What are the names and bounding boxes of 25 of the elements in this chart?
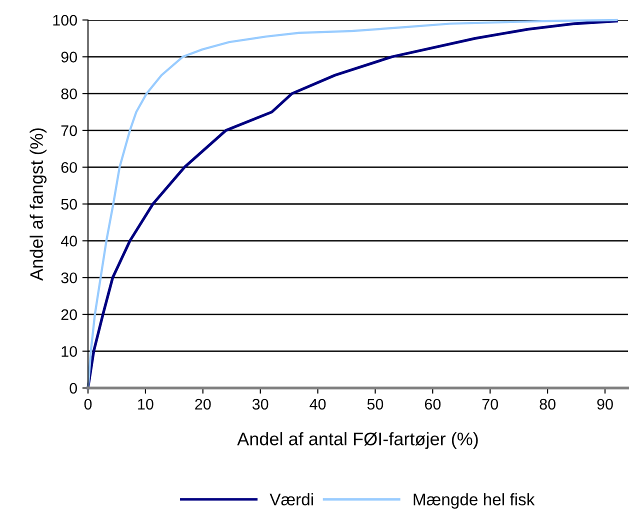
x-tick-label: 20 [195,398,211,410]
y-tick-label: 80 [61,88,77,100]
x-tick-label: 70 [482,398,498,410]
y-tick-label: 20 [61,309,77,320]
y-tick-label: 100 [53,14,77,26]
y-tick-label: 70 [61,125,77,136]
y-axis-title: Andel af fangst (%) [30,128,47,281]
x-tick-label: 40 [310,398,326,410]
x-tick-label: 90 [597,398,613,410]
x-tick-label: 10 [138,398,154,410]
x-axis-title: Andel af antal FØI-fartøjer (%) [237,432,478,449]
y-tick-label: 30 [61,272,77,284]
y-tick-label: 10 [62,346,77,357]
y-tick-label: 60 [61,162,77,173]
x-tick-label: 50 [367,398,384,410]
x-tick-label: 30 [252,398,268,410]
legend-label: Mængde hel fisk [414,493,535,509]
y-tick-label: 0 [70,382,77,394]
y-tick-label: 40 [60,236,77,246]
y-tick-label: 90 [61,52,77,62]
x-tick-label: 80 [540,398,556,410]
x-tick-label: 0 [84,398,92,410]
legend-label: Værdi [270,493,313,506]
y-tick-label: 50 [61,198,77,210]
x-tick-label: 60 [424,398,441,410]
